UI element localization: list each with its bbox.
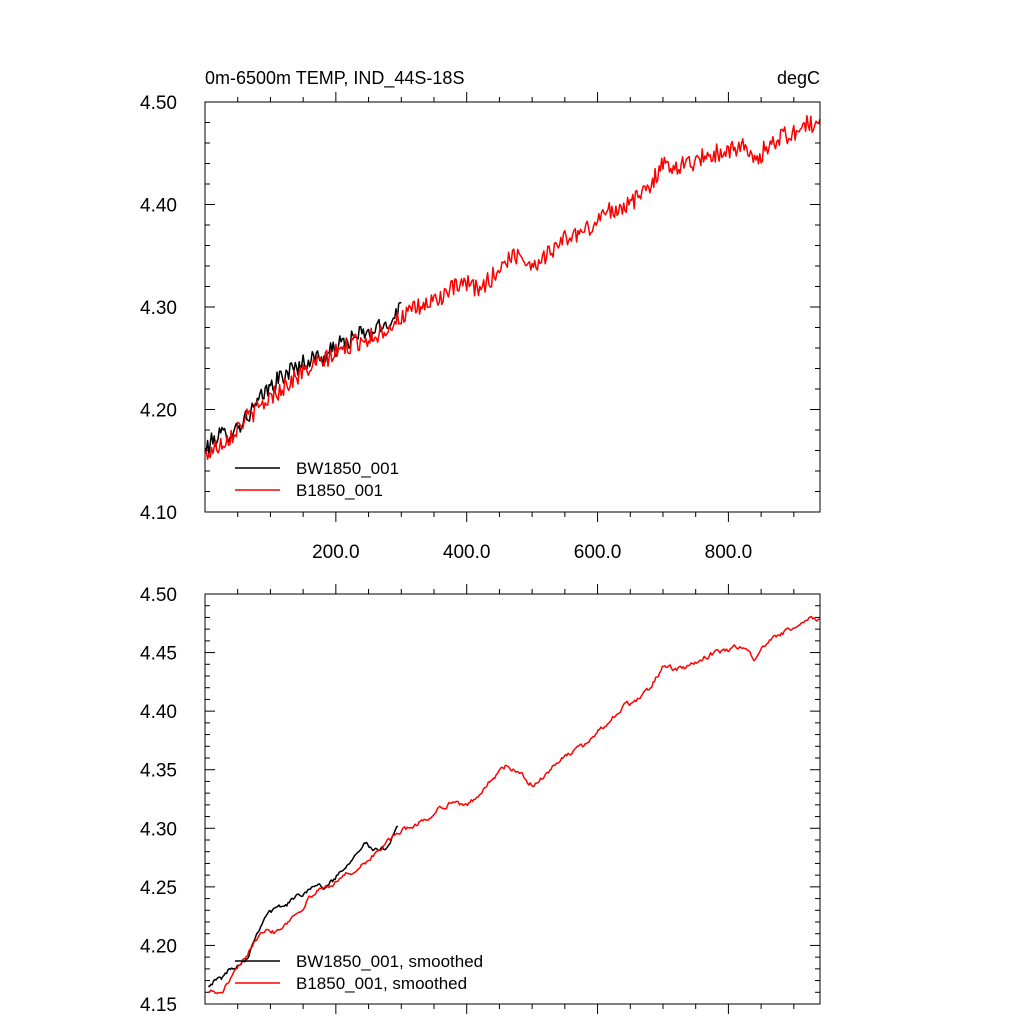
bottom-y-tick-label: 4.25 xyxy=(140,878,177,899)
bottom-legend-label-b1850: B1850_001, smoothed xyxy=(296,974,467,993)
top-series-b1850-001 xyxy=(204,114,821,460)
top-legend: BW1850_001 B1850_001 xyxy=(235,459,399,500)
top-y-tick-label: 4.20 xyxy=(140,401,177,422)
top-y-tick-label: 4.40 xyxy=(140,196,177,217)
top-axis-ticks: 4.10 4.20 4.30 4.40 4.50 200.0 400.0 600.0 800.0 xyxy=(140,92,820,563)
bottom-y-tick-label: 4.35 xyxy=(140,761,177,782)
bottom-y-tick-label: 4.15 xyxy=(140,995,177,1016)
top-series-lines xyxy=(204,114,821,460)
top-chart-title: 0m-6500m TEMP, IND_44S-18S xyxy=(205,68,464,89)
bottom-panel: 4.15 4.20 4.25 4.30 4.35 4.40 4.45 4.50 BW1850_… xyxy=(140,584,821,1016)
bottom-plot-frame xyxy=(204,593,821,1005)
top-x-tick-label: 400.0 xyxy=(443,542,491,563)
bottom-y-tick-label: 4.45 xyxy=(140,644,177,665)
bottom-series-b1850-001-smoothed xyxy=(208,615,820,995)
top-y-tick-label: 4.30 xyxy=(140,298,177,319)
bottom-y-tick-label: 4.50 xyxy=(140,585,177,606)
top-y-tick-label: 4.10 xyxy=(140,503,177,524)
top-legend-label-bw1850: BW1850_001 xyxy=(296,459,399,478)
top-y-tick-label: 4.50 xyxy=(140,93,177,114)
top-chart-units: degC xyxy=(777,68,820,88)
bottom-y-tick-label: 4.40 xyxy=(140,702,177,723)
bottom-y-tick-label: 4.30 xyxy=(140,819,177,840)
top-panel: 0m-6500m TEMP, IND_44S-18S degC 4.10 4.20… xyxy=(140,68,821,563)
top-series-bw1850-001 xyxy=(204,301,402,455)
bottom-series-lines xyxy=(208,615,820,995)
top-x-tick-label: 200.0 xyxy=(312,542,360,563)
bottom-legend-label-bw1850: BW1850_001, smoothed xyxy=(296,952,483,971)
top-plot-frame xyxy=(204,101,821,513)
bottom-y-tick-label: 4.20 xyxy=(140,936,177,957)
top-legend-label-b1850: B1850_001 xyxy=(296,481,383,500)
top-x-tick-label: 600.0 xyxy=(574,542,622,563)
top-x-tick-label: 800.0 xyxy=(705,542,753,563)
bottom-axis-ticks: 4.15 4.20 4.25 4.30 4.35 4.40 4.45 4.50 xyxy=(140,584,820,1016)
bottom-legend: BW1850_001, smoothed B1850_001, smoothed xyxy=(235,952,483,993)
